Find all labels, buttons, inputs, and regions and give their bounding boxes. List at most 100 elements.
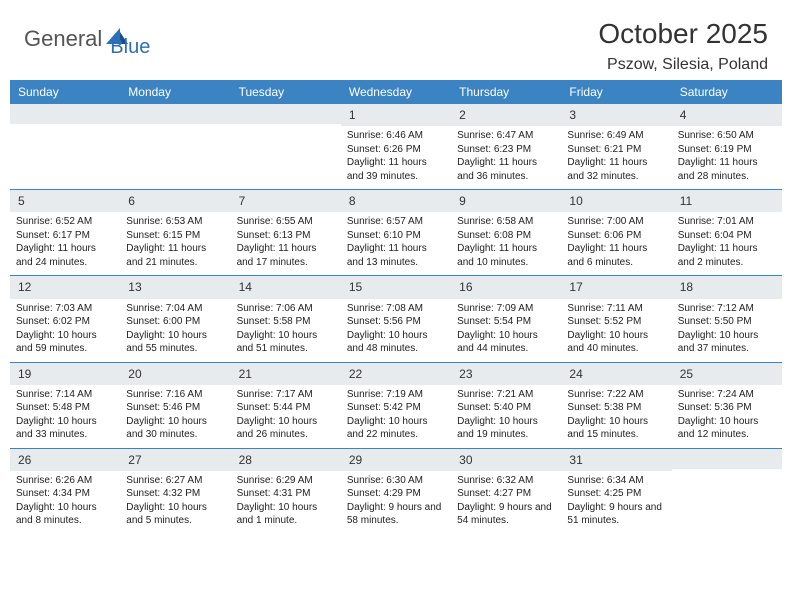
day-number: 25	[672, 363, 782, 385]
daylight-text: Daylight: 9 hours and 54 minutes.	[457, 501, 555, 528]
sunrise-text: Sunrise: 6:47 AM	[457, 129, 555, 143]
day-header-cell: Monday	[120, 80, 230, 104]
day-number: 20	[120, 363, 230, 385]
day-number: 5	[10, 190, 120, 212]
day-cell: 1Sunrise: 6:46 AMSunset: 6:26 PMDaylight…	[341, 104, 451, 189]
day-body: Sunrise: 7:19 AMSunset: 5:42 PMDaylight:…	[341, 385, 451, 448]
daylight-text: Daylight: 11 hours and 2 minutes.	[678, 242, 776, 269]
day-body: Sunrise: 7:16 AMSunset: 5:46 PMDaylight:…	[120, 385, 230, 448]
daylight-text: Daylight: 10 hours and 5 minutes.	[126, 501, 224, 528]
sunrise-text: Sunrise: 6:26 AM	[16, 474, 114, 488]
sunrise-text: Sunrise: 7:16 AM	[126, 388, 224, 402]
sunset-text: Sunset: 5:36 PM	[678, 401, 776, 415]
day-body: Sunrise: 6:32 AMSunset: 4:27 PMDaylight:…	[451, 471, 561, 534]
sunrise-text: Sunrise: 7:22 AM	[567, 388, 665, 402]
sunrise-text: Sunrise: 6:52 AM	[16, 215, 114, 229]
day-number: 22	[341, 363, 451, 385]
day-number	[672, 449, 782, 469]
day-body: Sunrise: 7:22 AMSunset: 5:38 PMDaylight:…	[561, 385, 671, 448]
sunset-text: Sunset: 6:08 PM	[457, 229, 555, 243]
day-header-row: SundayMondayTuesdayWednesdayThursdayFrid…	[10, 80, 782, 104]
sunrise-text: Sunrise: 6:30 AM	[347, 474, 445, 488]
day-body: Sunrise: 6:29 AMSunset: 4:31 PMDaylight:…	[231, 471, 341, 534]
day-cell: 29 Sunrise: 6:30 AMSunset: 4:29 PMDayligh…	[341, 449, 451, 534]
day-cell: 11Sunrise: 7:01 AMSunset: 6:04 PMDayligh…	[672, 190, 782, 275]
daylight-text: Daylight: 10 hours and 26 minutes.	[237, 415, 335, 442]
sunrise-text: Sunrise: 6:46 AM	[347, 129, 445, 143]
day-cell: 27Sunrise: 6:27 AMSunset: 4:32 PMDayligh…	[120, 449, 230, 534]
day-header-cell: Thursday	[451, 80, 561, 104]
sunset-text: Sunset: 6:13 PM	[237, 229, 335, 243]
sunset-text: Sunset: 6:02 PM	[16, 315, 114, 329]
sunset-text: Sunset: 5:48 PM	[16, 401, 114, 415]
day-number: 17	[561, 276, 671, 298]
day-cell: 25Sunrise: 7:24 AMSunset: 5:36 PMDayligh…	[672, 363, 782, 448]
day-number: 8	[341, 190, 451, 212]
day-number: 29	[341, 449, 451, 471]
sunrise-text: Sunrise: 6:49 AM	[567, 129, 665, 143]
sunset-text: Sunset: 5:42 PM	[347, 401, 445, 415]
day-body: Sunrise: 6:53 AMSunset: 6:15 PMDaylight:…	[120, 212, 230, 275]
day-number: 9	[451, 190, 561, 212]
daylight-text: Daylight: 10 hours and 22 minutes.	[347, 415, 445, 442]
day-number: 7	[231, 190, 341, 212]
day-body: Sunrise: 6:27 AMSunset: 4:32 PMDaylight:…	[120, 471, 230, 534]
daylight-text: Daylight: 10 hours and 12 minutes.	[678, 415, 776, 442]
day-body: Sunrise: 7:04 AMSunset: 6:00 PMDaylight:…	[120, 299, 230, 362]
day-number: 31	[561, 449, 671, 471]
day-number	[231, 104, 341, 124]
day-body: Sunrise: 7:08 AMSunset: 5:56 PMDaylight:…	[341, 299, 451, 362]
sunrise-text: Sunrise: 7:11 AM	[567, 302, 665, 316]
day-cell: 6Sunrise: 6:53 AMSunset: 6:15 PMDaylight…	[120, 190, 230, 275]
day-body: Sunrise: 6:26 AMSunset: 4:34 PMDaylight:…	[10, 471, 120, 534]
daylight-text: Daylight: 10 hours and 55 minutes.	[126, 329, 224, 356]
day-number: 23	[451, 363, 561, 385]
sunrise-text: Sunrise: 7:12 AM	[678, 302, 776, 316]
daylight-text: Daylight: 9 hours and 58 minutes.	[347, 501, 445, 528]
sunrise-text: Sunrise: 7:24 AM	[678, 388, 776, 402]
daylight-text: Daylight: 11 hours and 36 minutes.	[457, 156, 555, 183]
day-cell	[120, 104, 230, 189]
day-number	[10, 104, 120, 124]
week-row: 12Sunrise: 7:03 AMSunset: 6:02 PMDayligh…	[10, 275, 782, 361]
week-row: 5Sunrise: 6:52 AMSunset: 6:17 PMDaylight…	[10, 189, 782, 275]
day-cell: 12Sunrise: 7:03 AMSunset: 6:02 PMDayligh…	[10, 276, 120, 361]
day-body: Sunrise: 7:11 AMSunset: 5:52 PMDaylight:…	[561, 299, 671, 362]
sunset-text: Sunset: 4:34 PM	[16, 487, 114, 501]
sunrise-text: Sunrise: 7:06 AM	[237, 302, 335, 316]
day-cell: 3Sunrise: 6:49 AMSunset: 6:21 PMDaylight…	[561, 104, 671, 189]
location-text: Pszow, Silesia, Poland	[598, 56, 768, 74]
sunset-text: Sunset: 6:17 PM	[16, 229, 114, 243]
day-header-cell: Saturday	[672, 80, 782, 104]
daylight-text: Daylight: 10 hours and 1 minute.	[237, 501, 335, 528]
daylight-text: Daylight: 11 hours and 24 minutes.	[16, 242, 114, 269]
sunset-text: Sunset: 5:58 PM	[237, 315, 335, 329]
sunset-text: Sunset: 5:46 PM	[126, 401, 224, 415]
day-number: 12	[10, 276, 120, 298]
day-cell: 9Sunrise: 6:58 AMSunset: 6:08 PMDaylight…	[451, 190, 561, 275]
sunrise-text: Sunrise: 6:34 AM	[567, 474, 665, 488]
day-number: 2	[451, 104, 561, 126]
day-body: Sunrise: 7:03 AMSunset: 6:02 PMDaylight:…	[10, 299, 120, 362]
sunrise-text: Sunrise: 7:03 AM	[16, 302, 114, 316]
day-body: Sunrise: 6:46 AMSunset: 6:26 PMDaylight:…	[341, 126, 451, 189]
month-title: October 2025	[598, 18, 768, 50]
logo: General Blue	[24, 18, 150, 59]
sunset-text: Sunset: 6:10 PM	[347, 229, 445, 243]
sunrise-text: Sunrise: 7:08 AM	[347, 302, 445, 316]
sunset-text: Sunset: 6:04 PM	[678, 229, 776, 243]
sunset-text: Sunset: 5:56 PM	[347, 315, 445, 329]
sunrise-text: Sunrise: 7:19 AM	[347, 388, 445, 402]
day-body: Sunrise: 7:24 AMSunset: 5:36 PMDaylight:…	[672, 385, 782, 448]
sunrise-text: Sunrise: 6:27 AM	[126, 474, 224, 488]
day-cell: 18Sunrise: 7:12 AMSunset: 5:50 PMDayligh…	[672, 276, 782, 361]
sunset-text: Sunset: 5:40 PM	[457, 401, 555, 415]
day-number: 27	[120, 449, 230, 471]
sunset-text: Sunset: 4:29 PM	[347, 487, 445, 501]
sunset-text: Sunset: 6:06 PM	[567, 229, 665, 243]
sunrise-text: Sunrise: 6:29 AM	[237, 474, 335, 488]
day-body: Sunrise: 6:57 AMSunset: 6:10 PMDaylight:…	[341, 212, 451, 275]
day-body: Sunrise: 7:09 AMSunset: 5:54 PMDaylight:…	[451, 299, 561, 362]
day-cell	[672, 449, 782, 534]
daylight-text: Daylight: 11 hours and 10 minutes.	[457, 242, 555, 269]
